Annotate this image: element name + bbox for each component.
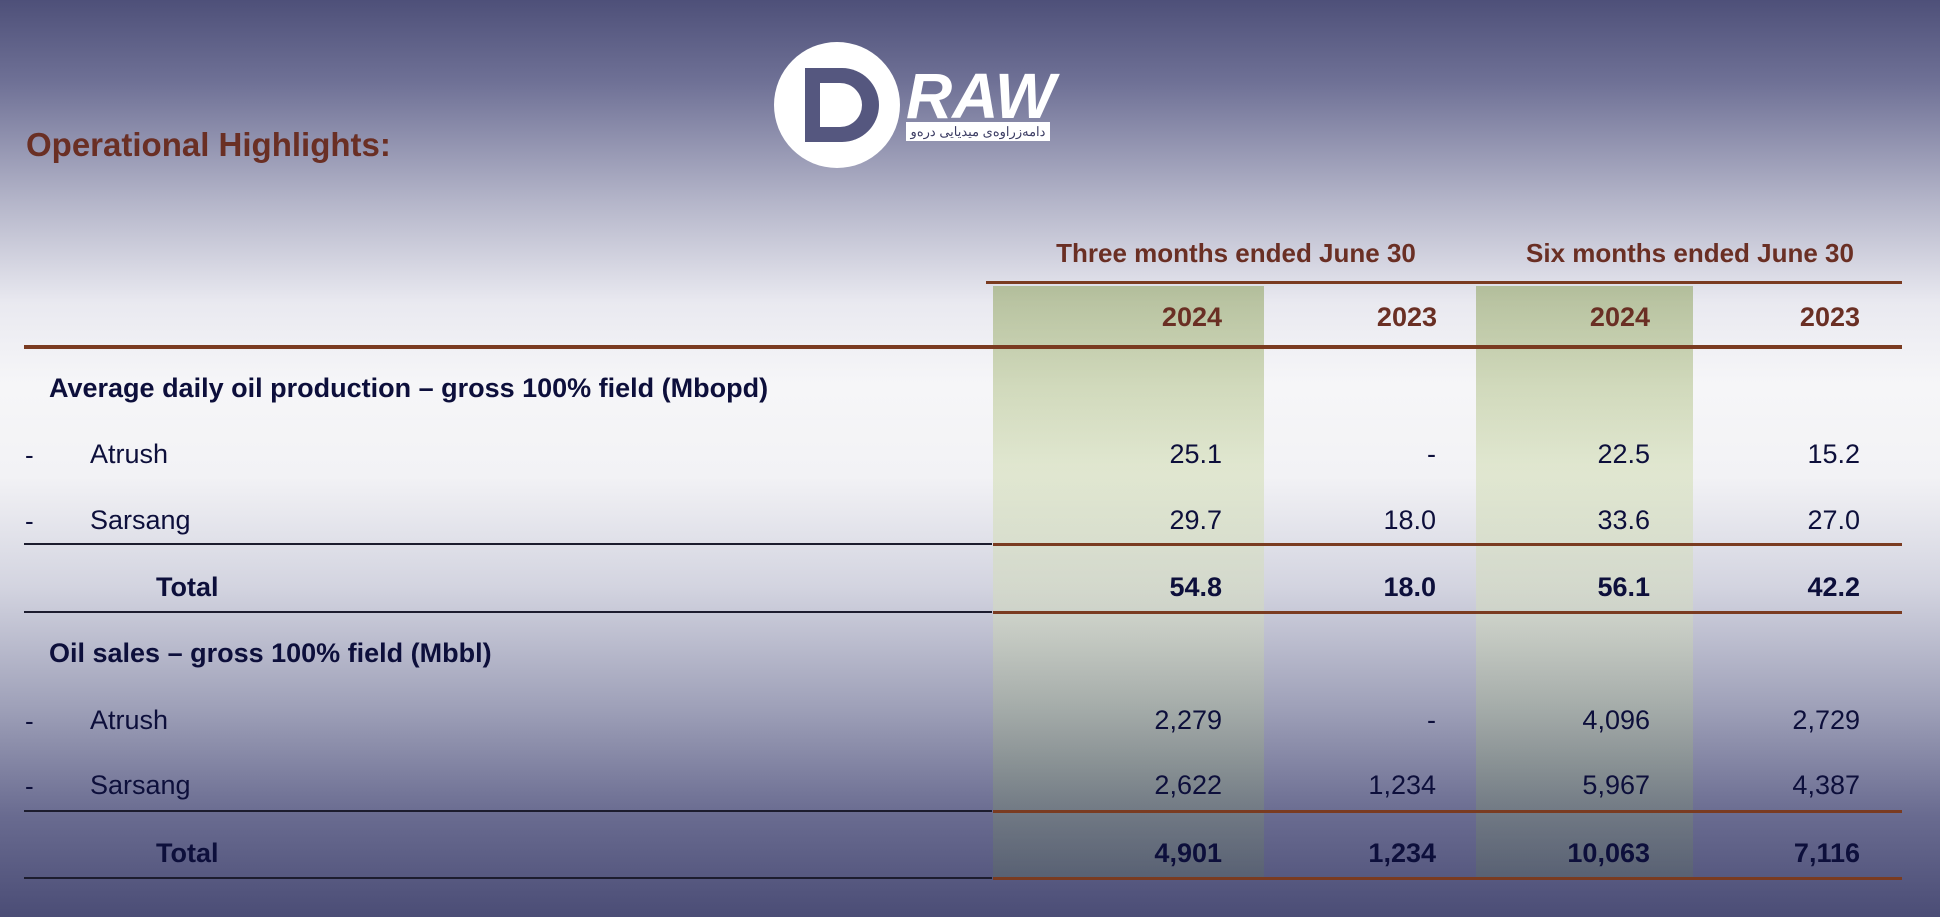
- cell-value: 1,234: [1368, 770, 1436, 800]
- header-year-q2-2023: 2023: [1376, 302, 1437, 332]
- total-value: 10,063: [1567, 838, 1650, 868]
- total-rule: [993, 611, 1902, 614]
- svg-text:RAW: RAW: [906, 60, 1060, 132]
- cell-value: 29.7: [1169, 505, 1222, 535]
- cell-value: 5,967: [1582, 770, 1650, 800]
- row-dash: -: [25, 440, 34, 470]
- section-title-production: Average daily oil production – gross 100…: [49, 373, 769, 403]
- header-year-q2-2024: 2024: [1161, 302, 1222, 332]
- header-year-h1-2024: 2024: [1589, 302, 1650, 332]
- row-label-atrush: Atrush: [90, 439, 169, 469]
- logo-tagline: دامەزراوەی میدیایی درەو: [906, 122, 1050, 141]
- header-group-rule: [986, 281, 1902, 284]
- total-label: Total: [156, 838, 219, 868]
- row-divider: [24, 877, 992, 879]
- row-label-sarsang: Sarsang: [90, 770, 191, 800]
- total-value: 18.0: [1383, 572, 1436, 602]
- draw-logo-mark: RAW: [774, 42, 1060, 168]
- cell-value: 18.0: [1383, 505, 1436, 535]
- cell-value: 2,622: [1154, 770, 1222, 800]
- total-value: 1,234: [1368, 838, 1436, 868]
- page-title: Operational Highlights:: [26, 126, 391, 163]
- cell-value: 2,729: [1792, 705, 1860, 735]
- cell-value: 33.6: [1597, 505, 1650, 535]
- cell-value: 4,387: [1792, 770, 1860, 800]
- header-three-months: Three months ended June 30: [1056, 238, 1416, 268]
- total-value: 54.8: [1169, 572, 1222, 602]
- cell-value: 22.5: [1597, 439, 1650, 469]
- cell-value: -: [1427, 439, 1436, 469]
- row-label-sarsang: Sarsang: [90, 505, 191, 535]
- header-rule: [24, 345, 1902, 349]
- total-value: 4,901: [1154, 838, 1222, 868]
- cell-value: 15.2: [1807, 439, 1860, 469]
- total-value: 42.2: [1807, 572, 1860, 602]
- row-divider: [24, 611, 992, 613]
- section-title-sales: Oil sales – gross 100% field (Mbbl): [49, 638, 492, 668]
- highlight-column-h1-2024: [1476, 286, 1693, 880]
- row-dash: -: [25, 771, 34, 801]
- total-value: 7,116: [1793, 838, 1860, 868]
- cell-value: 25.1: [1169, 439, 1222, 469]
- total-rule: [993, 877, 1902, 880]
- draw-logo: RAW دامەزراوەی میدیایی درەو: [770, 38, 1110, 172]
- cell-value: 27.0: [1807, 505, 1860, 535]
- cell-value: 2,279: [1154, 705, 1222, 735]
- total-rule: [993, 810, 1902, 813]
- header-six-months: Six months ended June 30: [1526, 238, 1854, 268]
- cell-value: 4,096: [1582, 705, 1650, 735]
- cell-value: -: [1427, 705, 1436, 735]
- header-year-h1-2023: 2023: [1799, 302, 1860, 332]
- total-value: 56.1: [1597, 572, 1650, 602]
- row-label-atrush: Atrush: [90, 705, 169, 735]
- total-label: Total: [156, 572, 219, 602]
- row-dash: -: [25, 506, 34, 536]
- row-dash: -: [25, 706, 34, 736]
- highlight-column-q2-2024: [993, 286, 1264, 880]
- row-divider: [24, 810, 992, 812]
- total-rule: [993, 543, 1902, 546]
- row-divider: [24, 543, 992, 545]
